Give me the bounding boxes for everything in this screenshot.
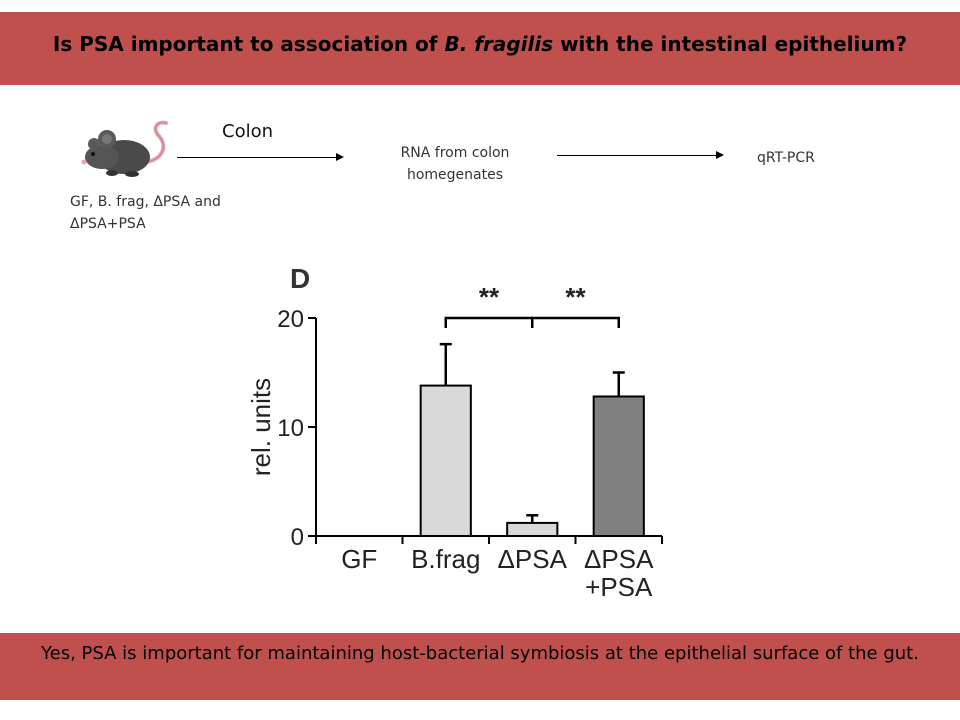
x-tick-label: ΔPSA <box>498 544 568 574</box>
mouse-icon <box>81 120 168 177</box>
bar <box>506 521 559 538</box>
bar <box>592 395 645 537</box>
slide-title: Is PSA important to association of B. fr… <box>0 32 960 56</box>
rna-label: RNA from colon homegenates <box>380 142 530 186</box>
title-banner: Is PSA important to association of B. fr… <box>0 12 960 85</box>
x-tick-label: +PSA <box>585 572 653 602</box>
arrow-right-icon <box>177 153 344 161</box>
mouse-caption: GF, B. frag, ΔPSA and ΔPSA+PSA <box>70 191 250 235</box>
panel-label: D <box>290 263 310 294</box>
significance-label: ** <box>565 282 586 312</box>
x-tick-label: ΔPSA <box>584 544 654 574</box>
x-tick-label: GF <box>341 544 377 574</box>
significance-bracket <box>444 316 534 328</box>
title-text-end: with the intestinal epithelium? <box>553 32 908 56</box>
y-tick-label: 20 <box>277 306 304 333</box>
rna-label-line1: RNA from colon <box>400 145 510 161</box>
significance-bracket <box>531 316 620 328</box>
qrt-pcr-label: qRT-PCR <box>757 150 815 166</box>
y-tick-label: 0 <box>291 524 304 551</box>
rna-label-line2: homegenates <box>406 167 504 183</box>
significance-label: ** <box>479 282 500 312</box>
title-text-start: Is PSA important to association of <box>52 32 445 56</box>
y-axis-label: rel. units <box>246 378 276 476</box>
mouse-caption-line2: ΔPSA+PSA <box>70 216 146 232</box>
arrow-right-icon <box>557 151 724 159</box>
y-tick-label: 10 <box>277 415 304 442</box>
colon-label: Colon <box>222 121 274 142</box>
bar <box>419 384 472 537</box>
title-text-species: B. fragilis <box>444 32 554 56</box>
x-tick-label: B.frag <box>411 544 480 574</box>
conclusion-banner: Yes, PSA is important for maintaining ho… <box>0 633 960 700</box>
conclusion-text: Yes, PSA is important for maintaining ho… <box>41 643 919 664</box>
mouse-caption-line1: GF, B. frag, ΔPSA and <box>70 194 221 210</box>
